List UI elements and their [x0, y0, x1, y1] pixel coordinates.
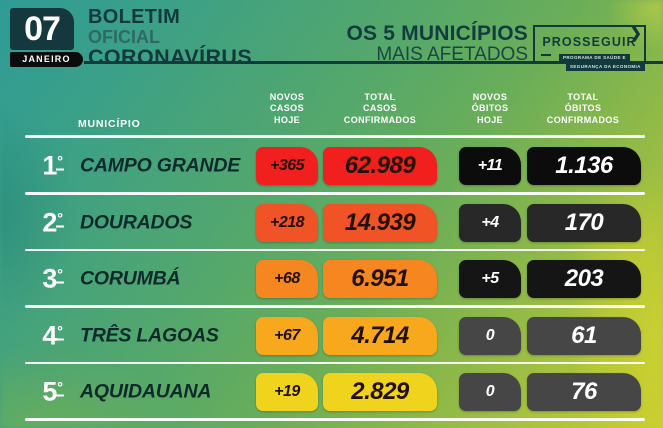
chevron-right-icon: ❯	[629, 25, 642, 42]
subtitle-line-2: MAIS AFETADOS	[376, 44, 528, 65]
logo-tagline-line-2: SEGURANÇA DA ECONOMIA	[566, 63, 645, 71]
header-divider	[84, 61, 663, 64]
row-divider	[25, 192, 645, 195]
total-deaths-badge: 203	[527, 260, 641, 299]
rank-label: 4º	[42, 320, 64, 351]
ordinal-suffix: º	[56, 152, 64, 171]
total-cases-badge: 4.714	[323, 316, 437, 355]
logo-tagline-line-1: PROGRAMA DE SAÚDE E	[559, 54, 630, 62]
new-cases-badge: +67	[256, 316, 318, 355]
new-deaths-badge: +4	[459, 203, 521, 242]
rank-label: 5º	[42, 376, 64, 407]
new-cases-badge: +218	[256, 203, 318, 242]
municipality-name: DOURADOS	[80, 211, 193, 234]
total-deaths-badge: 76	[527, 373, 641, 412]
subtitle-line-1: OS 5 MUNICÍPIOS	[346, 22, 528, 45]
ordinal-suffix: º	[56, 265, 64, 284]
municipality-name: AQUIDAUANA	[80, 380, 212, 403]
subtitle: OS 5 MUNICÍPIOS MAIS AFETADOS	[346, 23, 528, 64]
table-row: 2º DOURADOS +218 14.939 +4 170	[0, 195, 663, 251]
row-divider	[25, 248, 645, 251]
row-divider	[25, 361, 645, 364]
new-deaths-badge: 0	[459, 373, 521, 412]
total-cases-badge: 6.951	[323, 260, 437, 299]
ordinal-suffix: º	[56, 378, 64, 397]
new-cases-badge: +19	[256, 373, 318, 412]
logo-tagline: PROGRAMA DE SAÚDE E SEGURANÇA DA ECONOMI…	[559, 46, 645, 71]
rank-label: 3º	[42, 263, 64, 294]
row-divider	[25, 305, 645, 308]
new-cases-badge: +68	[256, 260, 318, 299]
total-deaths-badge: 61	[527, 316, 641, 355]
new-cases-badge: +365	[256, 147, 318, 186]
rank-label: 1º	[42, 150, 64, 181]
column-header-new-deaths: NOVOS ÓBITOS HOJE	[471, 92, 509, 125]
table-row: 4º TRÊS LAGOAS +67 4.714 0 61	[0, 308, 663, 364]
ordinal-suffix: º	[56, 322, 64, 341]
table-row: 1º CAMPO GRANDE +365 62.989 +11 1.136	[0, 138, 663, 195]
row-divider	[25, 418, 645, 421]
total-deaths-badge: 170	[527, 203, 641, 242]
column-header-new-cases: NOVOS CASOS HOJE	[269, 92, 305, 125]
date-day: 07	[10, 8, 74, 50]
column-header-total-deaths: TOTAL ÓBITOS CONFIRMADOS	[546, 92, 620, 125]
table-header-divider	[25, 135, 645, 138]
prosseguir-wordmark: PROSSEGUIR	[542, 35, 637, 49]
table-row: 3º CORUMBÁ +68 6.951 +5 203	[0, 251, 663, 308]
table-row: 5º AQUIDAUANA +19 2.829 0 76	[0, 364, 663, 421]
bulletin-title: BOLETIM OFICIAL CORONAVÍRUS	[88, 7, 252, 69]
prosseguir-logo: ❯ PROSSEGUIR PROGRAMA DE SAÚDE E SEGURAN…	[533, 25, 646, 71]
title-line-boletim: BOLETIM	[88, 6, 181, 28]
municipality-name: CORUMBÁ	[80, 267, 181, 290]
new-deaths-badge: +5	[459, 260, 521, 299]
new-deaths-badge: 0	[459, 316, 521, 355]
municipality-name: CAMPO GRANDE	[80, 154, 241, 177]
date-month: JANEIRO	[10, 52, 83, 67]
column-header-municipio: MUNICÍPIO	[78, 118, 141, 130]
total-cases-badge: 14.939	[323, 203, 437, 242]
total-cases-badge: 2.829	[323, 373, 437, 412]
title-line-coronavirus: CORONAVÍRUS	[88, 45, 253, 69]
logo-dash	[541, 53, 551, 56]
date-badge: 07 JANEIRO	[10, 8, 83, 67]
rank-label: 2º	[42, 207, 64, 238]
title-line-oficial: OFICIAL	[88, 27, 160, 47]
column-header-total-cases: TOTAL CASOS CONFIRMADOS	[343, 92, 417, 125]
total-cases-badge: 62.989	[323, 147, 437, 186]
total-deaths-badge: 1.136	[527, 147, 641, 186]
municipality-name: TRÊS LAGOAS	[80, 324, 219, 347]
new-deaths-badge: +11	[459, 147, 521, 186]
ordinal-suffix: º	[56, 209, 64, 228]
